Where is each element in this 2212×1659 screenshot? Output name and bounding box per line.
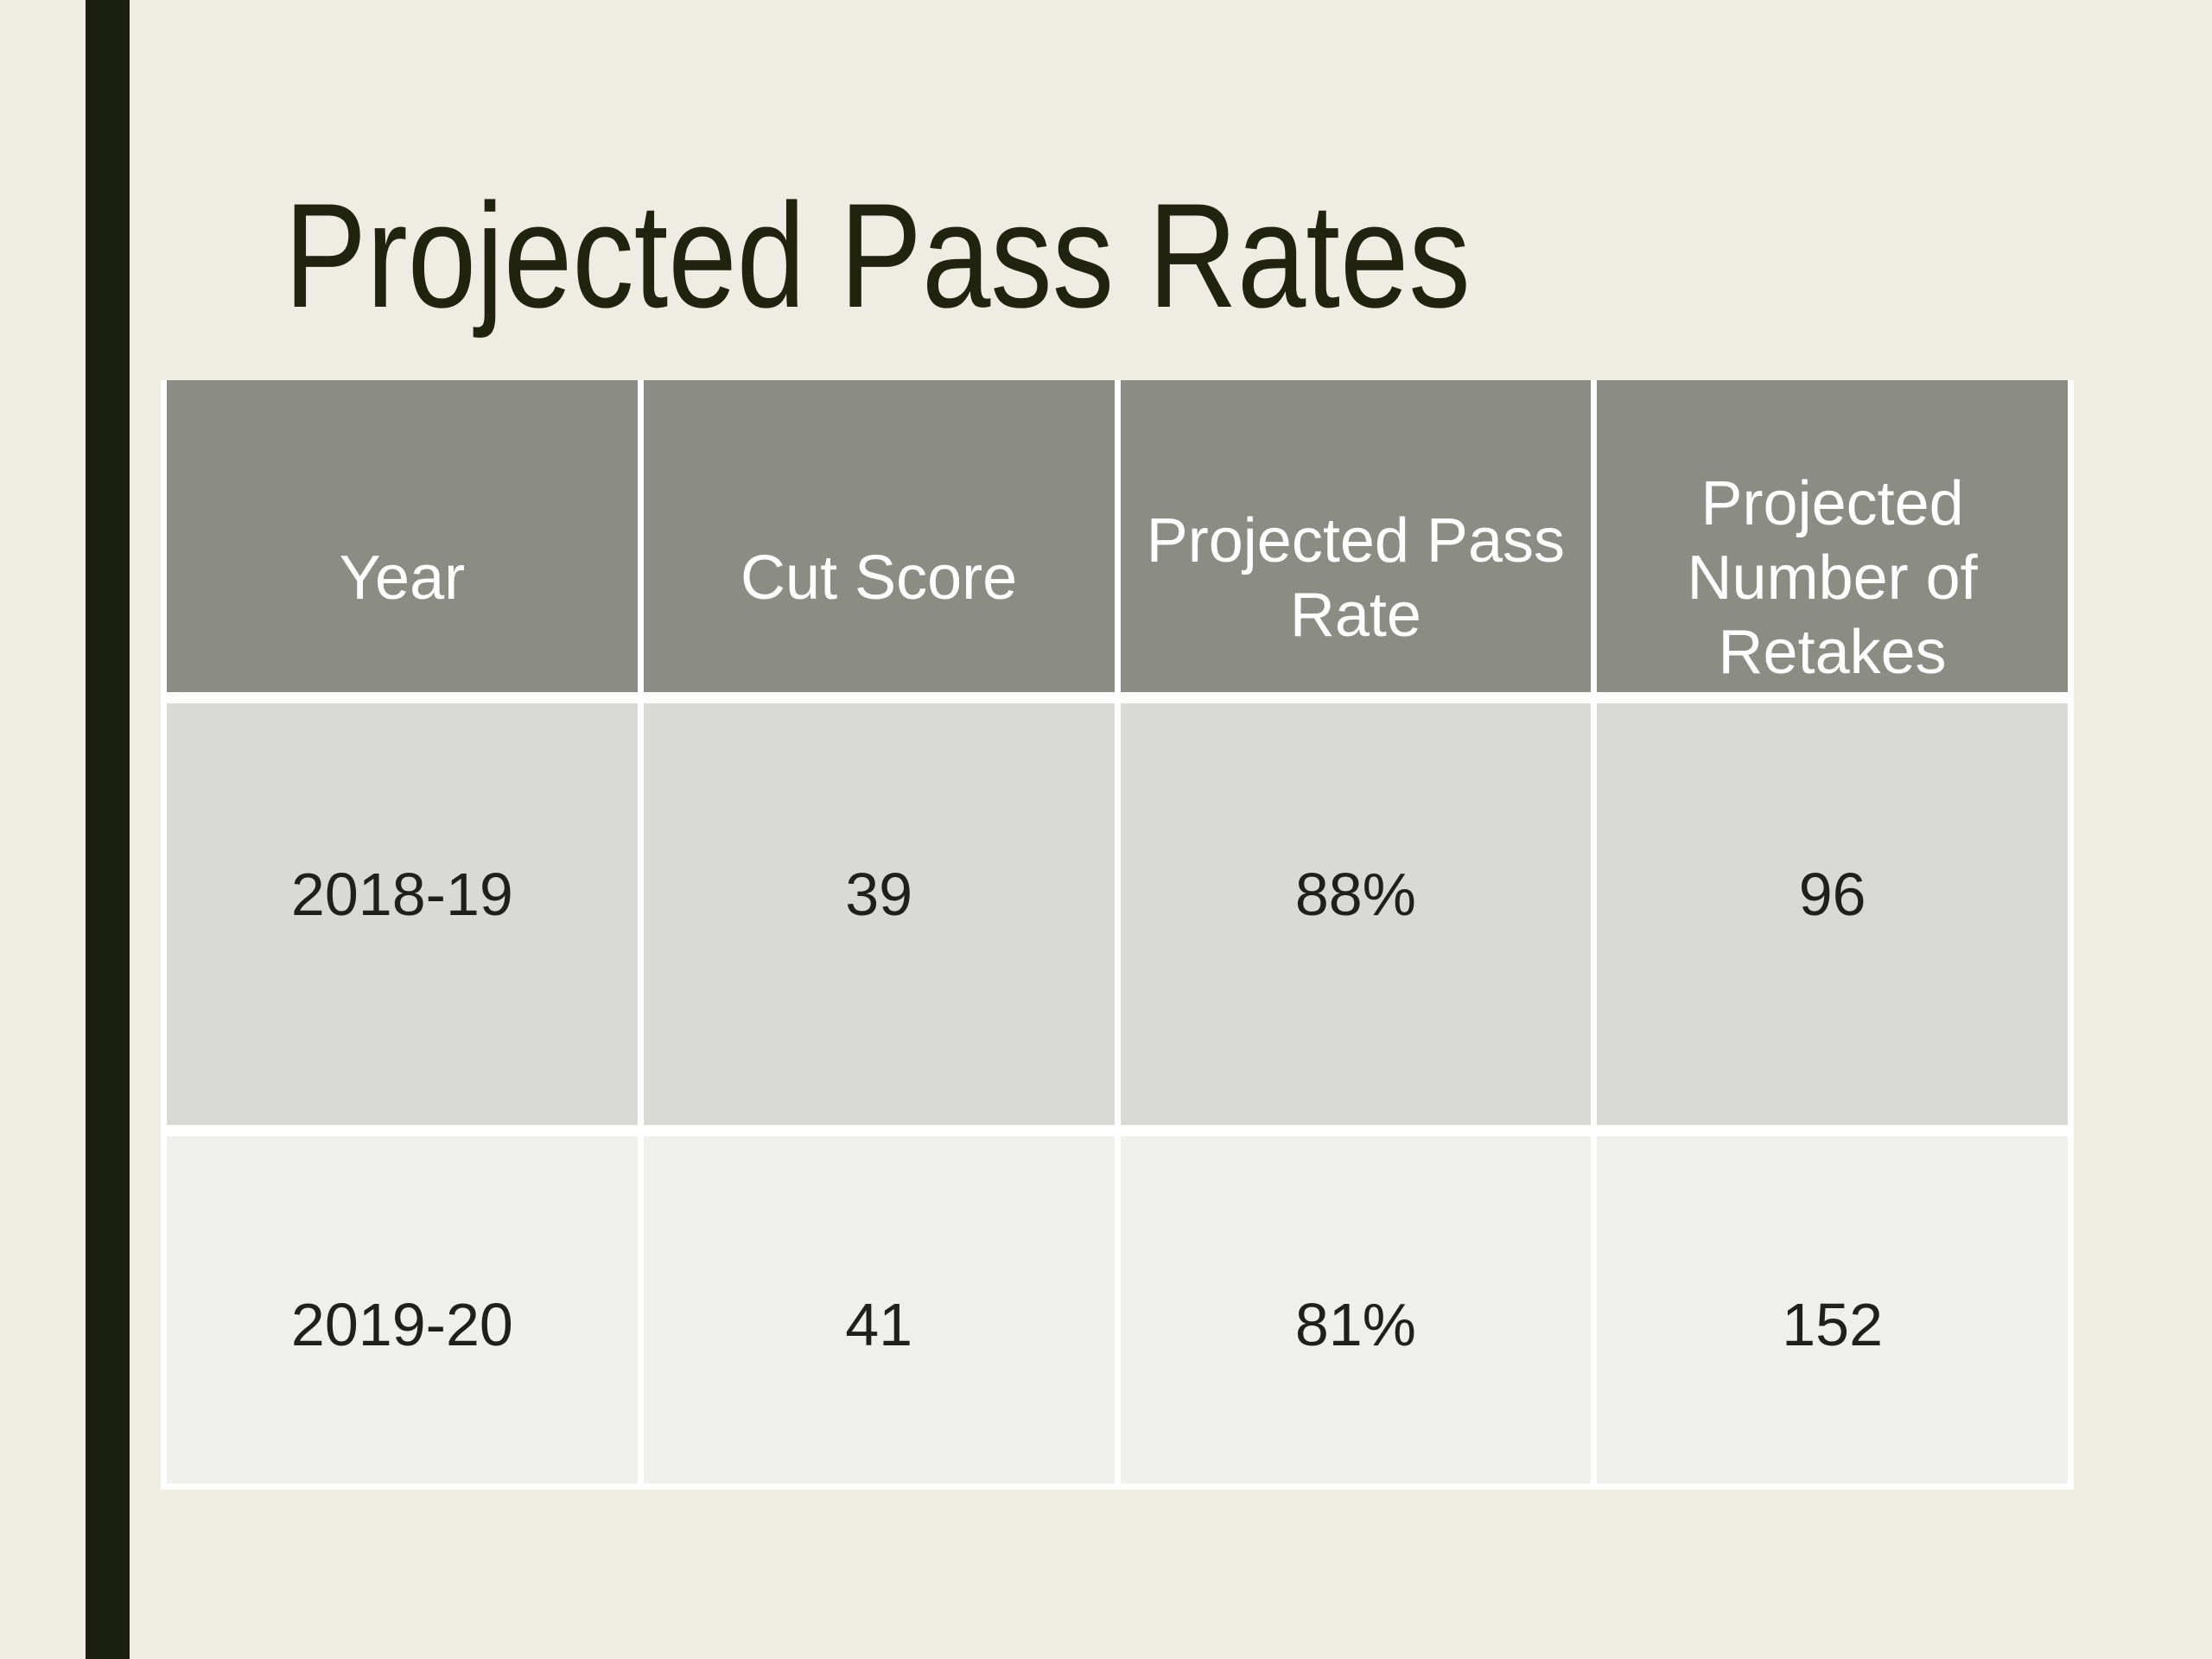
column-header-cut-score: Cut Score	[643, 380, 1115, 692]
table-cell: 2019-20	[167, 1136, 638, 1484]
table-cell: 41	[643, 1136, 1115, 1484]
cell-value-pass-rate: 81%	[1294, 1291, 1416, 1358]
column-header-label: Projected Number of Retakes	[1687, 468, 1978, 687]
left-accent-bar	[86, 0, 130, 1659]
column-header-label: Projected Pass Rate	[1146, 505, 1565, 650]
column-header-year: Year	[167, 380, 638, 692]
column-header-label: Year	[339, 543, 466, 613]
cell-value-cut-score: 39	[845, 861, 913, 928]
cell-value-year: 2019-20	[290, 1291, 513, 1358]
slide-title: Projected Pass Rates	[284, 173, 1471, 339]
column-header-label: Cut Score	[741, 543, 1018, 613]
column-header-projected-number-of-retakes: Projected Number of Retakes	[1597, 380, 2068, 692]
table-cell: 2018-19	[167, 703, 638, 1125]
cell-value-retakes: 152	[1782, 1291, 1884, 1358]
cell-value-retakes: 96	[1798, 861, 1866, 928]
pass-rates-table: Year Cut Score Projected Pass Rate Proje…	[161, 380, 2074, 1490]
cell-value-year: 2018-19	[290, 861, 513, 928]
table-cell: 39	[643, 703, 1115, 1125]
table-cell: 96	[1597, 703, 2068, 1125]
table-cell: 152	[1597, 1136, 2068, 1484]
table-cell: 88%	[1120, 703, 1592, 1125]
cell-value-cut-score: 41	[845, 1291, 913, 1358]
table-cell: 81%	[1120, 1136, 1592, 1484]
column-header-projected-pass-rate: Projected Pass Rate	[1120, 380, 1592, 692]
cell-value-pass-rate: 88%	[1294, 861, 1416, 928]
